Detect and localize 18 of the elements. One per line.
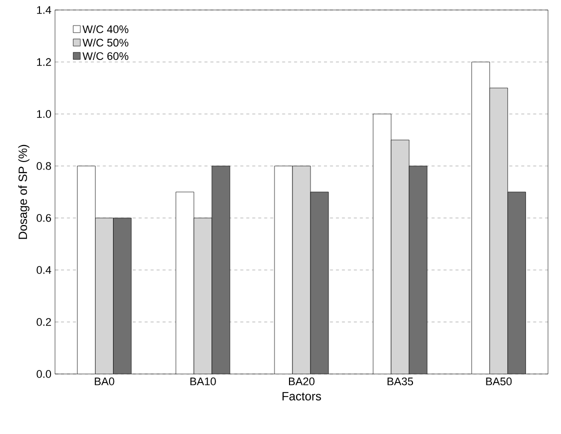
y-tick-label: 0.0 — [36, 370, 52, 378]
y-tick-label: 0.6 — [36, 214, 52, 222]
x-axis-title: Factors — [282, 392, 322, 400]
y-tick-label: 0.4 — [36, 266, 52, 274]
y-tick-label: 1.2 — [37, 58, 51, 66]
x-tick-label: BA10 — [190, 378, 216, 386]
y-tick-label: 1.0 — [37, 110, 52, 118]
x-tick-label: BA50 — [486, 378, 512, 386]
y-axis-title: Dosage of SP (%) — [18, 144, 30, 239]
legend-label: W/C 60% — [82, 52, 128, 60]
x-tick-label: BA35 — [388, 378, 414, 386]
y-tick-label: 0.2 — [36, 318, 51, 326]
x-tick-label: BA0 — [94, 378, 114, 386]
x-tick-label: BA20 — [289, 378, 314, 386]
legend-label: W/C 50% — [82, 38, 128, 47]
legend-label: W/C 40% — [82, 25, 128, 34]
y-tick-label: 1.4 — [37, 6, 52, 14]
y-tick-label: 0.8 — [36, 162, 52, 170]
